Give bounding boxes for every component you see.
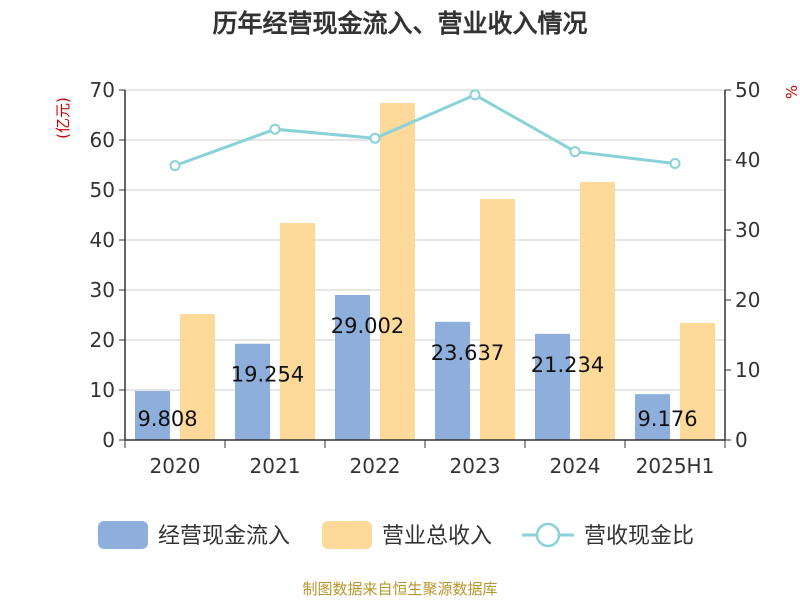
x-tick-label-2025H1: 2025H1 bbox=[636, 454, 715, 478]
point-cash-revenue-ratio-2020 bbox=[169, 160, 181, 172]
data-label-cash-inflow-2025H1: 9.176 bbox=[637, 407, 697, 431]
y-tick-label-0: 0 bbox=[102, 428, 115, 452]
legend-label-cash-inflow: 经营现金流入 bbox=[158, 524, 290, 549]
bar-revenue-2022 bbox=[380, 103, 415, 440]
bar-cash-inflow-2021 bbox=[235, 343, 270, 440]
bar-revenue-2024 bbox=[580, 182, 615, 440]
legend-label-ratio: 营收现金比 bbox=[584, 524, 694, 549]
bar-revenue-2025H1 bbox=[680, 323, 715, 440]
legend-label-revenue: 营业总收入 bbox=[382, 524, 492, 549]
x-tick-label-2023: 2023 bbox=[450, 454, 501, 478]
y-tick-label-70: 70 bbox=[90, 78, 115, 102]
data-label-cash-inflow-2020: 9.808 bbox=[137, 407, 197, 431]
bar-revenue-2023 bbox=[480, 199, 515, 440]
x-tick-label-2020: 2020 bbox=[150, 454, 201, 478]
y2-tick-label-20: 20 bbox=[735, 288, 760, 312]
x-tick-label-2022: 2022 bbox=[350, 454, 401, 478]
data-source-note: 制图数据来自恒生聚源数据库 bbox=[302, 580, 498, 598]
bar-revenue-2020 bbox=[180, 314, 215, 440]
y-axis-title: (亿元) bbox=[54, 97, 72, 139]
y2-tick-label-10: 10 bbox=[735, 358, 760, 382]
y-tick-label-10: 10 bbox=[90, 378, 115, 402]
y-tick-label-40: 40 bbox=[90, 228, 115, 252]
y-tick-label-60: 60 bbox=[90, 128, 115, 152]
bar-cash-inflow-2025H1 bbox=[635, 394, 670, 440]
point-cash-revenue-ratio-2023 bbox=[469, 89, 481, 101]
data-label-cash-inflow-2021: 19.254 bbox=[231, 363, 304, 387]
data-label-cash-inflow-2024: 21.234 bbox=[531, 353, 604, 377]
line-cash-revenue-ratio bbox=[174, 93, 676, 168]
y2-tick-label-50: 50 bbox=[735, 78, 760, 102]
point-cash-revenue-ratio-2025H1 bbox=[669, 158, 681, 169]
y-tick-label-20: 20 bbox=[90, 328, 115, 352]
point-cash-revenue-ratio-2021 bbox=[269, 123, 281, 135]
chart-title: 历年经营现金流入、营业收入情况 bbox=[212, 9, 588, 38]
bar-cash-inflow-2023 bbox=[435, 321, 470, 440]
bar-cash-inflow-2022 bbox=[335, 294, 370, 440]
legend-swatch-cash-inflow bbox=[98, 521, 148, 549]
point-cash-revenue-ratio-2022 bbox=[369, 132, 381, 144]
data-label-cash-inflow-2023: 23.637 bbox=[431, 341, 504, 365]
data-label-cash-inflow-2022: 29.002 bbox=[331, 314, 404, 338]
point-cash-revenue-ratio-2024 bbox=[569, 146, 581, 158]
x-tick-label-2024: 2024 bbox=[550, 454, 601, 478]
y2-axis-title: % bbox=[783, 85, 800, 99]
y2-tick-label-40: 40 bbox=[735, 148, 760, 172]
legend-swatch-ratio-marker bbox=[535, 522, 561, 548]
y2-tick-label-30: 30 bbox=[735, 218, 760, 242]
y2-tick-label-0: 0 bbox=[735, 428, 748, 452]
legend-swatch-revenue bbox=[322, 521, 372, 549]
bar-revenue-2021 bbox=[280, 223, 315, 440]
bar-cash-inflow-2020 bbox=[135, 390, 170, 440]
y-tick-label-50: 50 bbox=[90, 178, 115, 202]
bar-cash-inflow-2024 bbox=[535, 333, 570, 440]
x-tick-label-2021: 2021 bbox=[250, 454, 301, 478]
y-tick-label-30: 30 bbox=[90, 278, 115, 302]
